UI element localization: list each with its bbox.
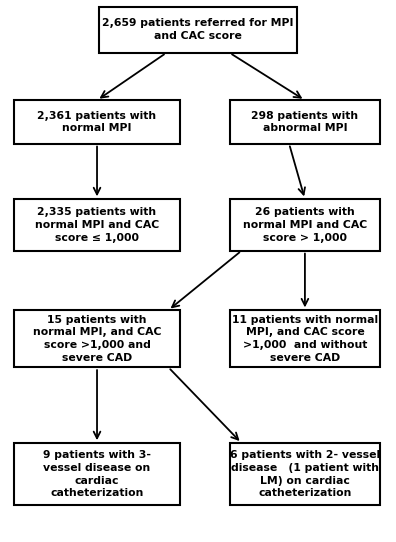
FancyBboxPatch shape bbox=[14, 100, 180, 144]
Text: 2,659 patients referred for MPI
and CAC score: 2,659 patients referred for MPI and CAC … bbox=[102, 18, 294, 41]
FancyBboxPatch shape bbox=[14, 199, 180, 250]
FancyBboxPatch shape bbox=[230, 100, 380, 144]
FancyBboxPatch shape bbox=[230, 310, 380, 367]
Text: 2,361 patients with
normal MPI: 2,361 patients with normal MPI bbox=[38, 111, 156, 133]
FancyBboxPatch shape bbox=[230, 443, 380, 505]
Text: 9 patients with 3-
vessel disease on
cardiac
catheterization: 9 patients with 3- vessel disease on car… bbox=[43, 450, 151, 499]
Text: 11 patients with normal
MPI, and CAC score
>1,000  and without
severe CAD: 11 patients with normal MPI, and CAC sco… bbox=[232, 314, 378, 363]
FancyBboxPatch shape bbox=[14, 443, 180, 505]
FancyBboxPatch shape bbox=[14, 310, 180, 367]
Text: 298 patients with
abnormal MPI: 298 patients with abnormal MPI bbox=[251, 111, 358, 133]
Text: 6 patients with 2- vessel
disease   (1 patient with
LM) on cardiac
catheterizati: 6 patients with 2- vessel disease (1 pat… bbox=[230, 450, 380, 499]
Text: 26 patients with
normal MPI and CAC
score > 1,000: 26 patients with normal MPI and CAC scor… bbox=[243, 207, 367, 243]
Text: 15 patients with
normal MPI, and CAC
score >1,000 and
severe CAD: 15 patients with normal MPI, and CAC sco… bbox=[33, 314, 161, 363]
FancyBboxPatch shape bbox=[99, 7, 297, 53]
Text: 2,335 patients with
normal MPI and CAC
score ≤ 1,000: 2,335 patients with normal MPI and CAC s… bbox=[35, 207, 159, 243]
FancyBboxPatch shape bbox=[230, 199, 380, 250]
